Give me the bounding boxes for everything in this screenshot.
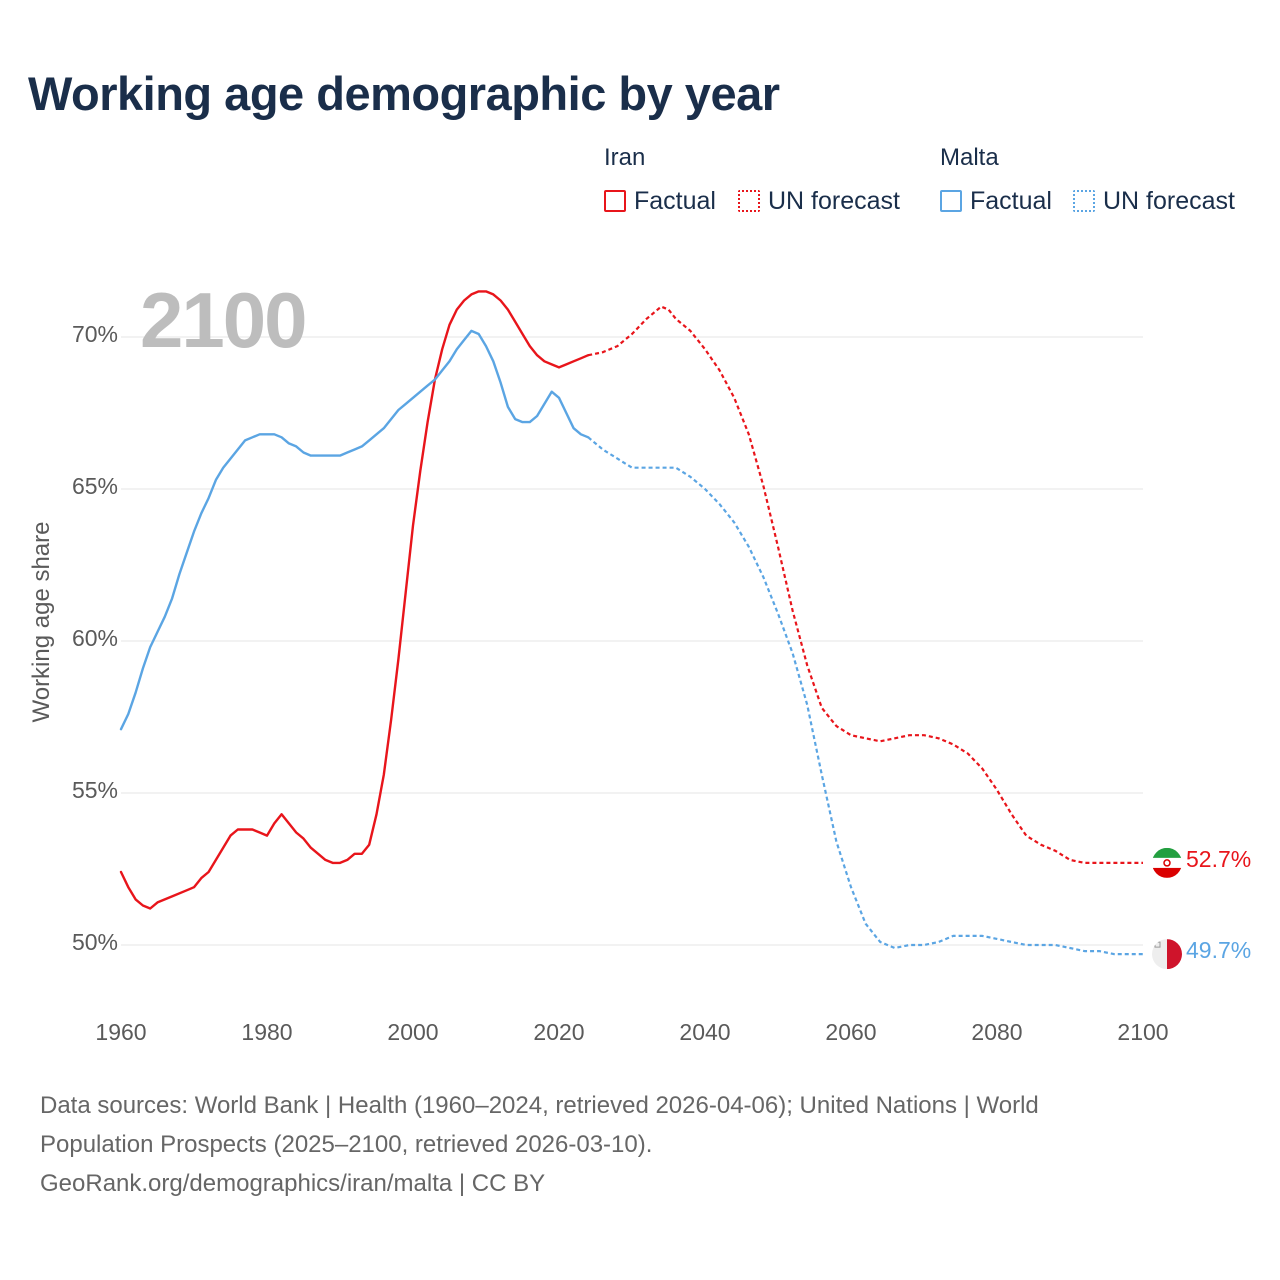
legend-malta-title: Malta (940, 144, 999, 171)
legend-swatch-iran-forecast (738, 190, 760, 212)
series-lines (119, 290, 1143, 956)
malta-forecast-line (587, 436, 1143, 956)
y-tick-label: 50% (71, 929, 118, 955)
legend-iran-factual-label: Factual (634, 186, 716, 215)
legend-malta-factual[interactable]: Factual (940, 186, 1052, 216)
footer-sources: Data sources: World Bank | Health (1960–… (40, 1086, 1240, 1203)
year-display: 2100 (140, 276, 308, 364)
x-tick-label: 2100 (1117, 1019, 1169, 1045)
legend-malta-forecast-label: UN forecast (1103, 186, 1235, 215)
chart-title: Working age demographic by year (28, 67, 780, 120)
legend-iran-title: Iran (604, 144, 646, 171)
iran-end-value: 52.7% (1186, 846, 1252, 872)
legend-swatch-malta-forecast (1073, 190, 1095, 212)
flags (1152, 847, 1182, 970)
legend-iran-forecast-label: UN forecast (768, 186, 900, 215)
legend-swatch-malta-factual (940, 190, 962, 212)
iran-flag-icon (1152, 847, 1182, 878)
legend-iran-factual[interactable]: Factual (604, 186, 716, 216)
gridlines (121, 336, 1143, 946)
legend-malta-factual-label: Factual (970, 186, 1052, 215)
x-tick-label: 2000 (387, 1019, 439, 1045)
footer-line: Data sources: World Bank | Health (1960–… (40, 1092, 1039, 1119)
x-tick-label: 2080 (971, 1019, 1023, 1045)
y-tick-label: 60% (71, 625, 118, 651)
x-tick-label: 1960 (95, 1019, 147, 1045)
legend-iran-forecast[interactable]: UN forecast (738, 186, 900, 216)
footer-line: Population Prospects (2025–2100, retriev… (40, 1131, 653, 1158)
y-tick-label: 65% (71, 473, 118, 499)
iran-factual-line (119, 290, 590, 910)
y-tick-label: 70% (71, 321, 118, 347)
x-tick-label: 2020 (533, 1019, 585, 1045)
y-tick-label: 55% (71, 777, 118, 803)
legend-swatch-iran-factual (604, 190, 626, 212)
legend-malta-forecast[interactable]: UN forecast (1073, 186, 1235, 216)
x-tick-label: 2040 (679, 1019, 731, 1045)
x-tick-label: 2060 (825, 1019, 877, 1045)
iran-forecast-line (587, 305, 1143, 864)
malta-factual-line (119, 329, 590, 731)
x-tick-label: 1980 (241, 1019, 293, 1045)
malta-end-value: 49.7% (1186, 937, 1252, 963)
malta-flag-icon (1152, 939, 1182, 970)
footer-line: GeoRank.org/demographics/iran/malta | CC… (40, 1170, 546, 1197)
